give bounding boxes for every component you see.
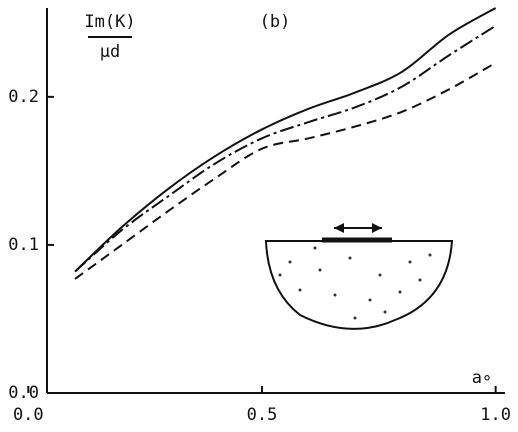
y-tick-label: 0.0: [8, 383, 39, 403]
series-line: [74, 7, 497, 273]
y-tick-label: 0.1: [8, 235, 39, 255]
x-tick-label: 0.5: [247, 405, 278, 425]
series-line: [74, 61, 497, 280]
y-tick-label: 0.2: [8, 87, 39, 107]
x-tick-label: 1.0: [480, 405, 511, 425]
inset-sketch: [264, 223, 454, 330]
y-label-top: Im(K): [84, 12, 135, 32]
x-label: a∘: [472, 368, 492, 388]
x-tick-label: 0.0: [13, 405, 44, 425]
panel-label: (b): [260, 12, 291, 32]
series-line: [74, 24, 497, 273]
y-label-bottom: μd: [100, 42, 120, 62]
